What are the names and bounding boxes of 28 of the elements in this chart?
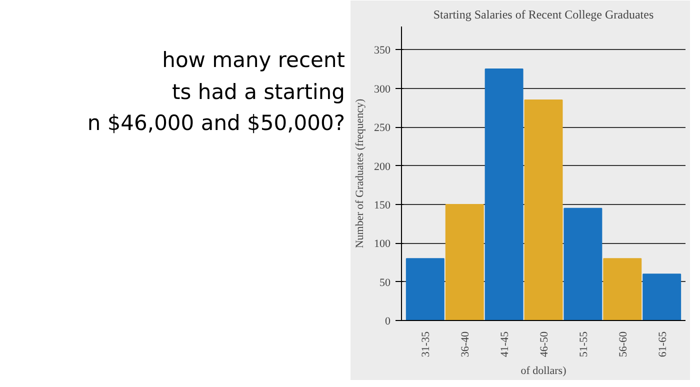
x-tick-label: 41-45 <box>499 331 512 358</box>
y-tick-label: 50 <box>380 276 391 289</box>
y-tick-label: 200 <box>374 160 391 173</box>
bar <box>564 208 602 320</box>
text: n $46,000 and $50,000? <box>87 111 345 135</box>
y-tick-label: 350 <box>374 44 391 57</box>
text: ts had a starting <box>172 80 345 104</box>
y-tick-label: 250 <box>374 122 391 134</box>
x-tick-label: 31-35 <box>420 331 432 358</box>
bar <box>524 100 563 320</box>
y-tick-label: 100 <box>374 238 391 250</box>
y-tick-label: 150 <box>374 199 391 212</box>
x-tick-label: 61-65 <box>656 331 669 358</box>
chart-title: Starting Salaries of Recent College Graduates <box>433 8 654 22</box>
x-axis-title: of dollars) <box>520 365 567 378</box>
text: how many recent <box>162 48 345 72</box>
bar <box>484 68 524 320</box>
bar <box>642 274 682 320</box>
x-tick-label: 56-60 <box>617 331 630 358</box>
bar <box>406 258 444 320</box>
y-axis-title: Number of Graduates (frequency) <box>354 98 366 248</box>
y-tick-label: 0 <box>385 316 391 328</box>
y-tick-label: 300 <box>374 83 391 96</box>
bar <box>445 204 484 320</box>
x-tick-label: 46-50 <box>538 331 550 358</box>
bar <box>603 258 642 320</box>
x-tick-label: 36-40 <box>460 331 472 358</box>
x-tick-label: 51-55 <box>578 331 590 358</box>
